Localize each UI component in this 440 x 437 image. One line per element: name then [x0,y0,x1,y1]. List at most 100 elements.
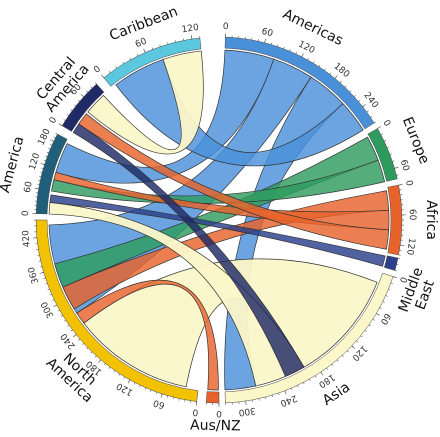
minor-tick [372,319,375,321]
minor-tick [63,119,66,121]
minor-tick [40,266,43,268]
region-arc-europe [367,128,398,182]
tick-label: 60 [134,36,149,50]
tick-label: 60 [398,159,411,173]
minor-tick [341,355,344,358]
minor-tick [394,167,397,169]
minor-tick [284,390,286,393]
minor-tick [360,335,363,338]
tick-label: 120 [404,237,416,256]
minor-tick [102,76,105,78]
tick-label: 60 [407,209,417,221]
minor-tick [90,351,93,354]
minor-tick [389,153,392,155]
minor-tick [45,155,48,158]
minor-tick [374,121,377,124]
minor-tick [45,283,48,285]
minor-tick [78,338,81,341]
minor-tick [90,86,93,89]
minor-tick [344,85,347,88]
minor-tick [370,116,373,118]
minor-tick [318,64,321,67]
tick-label: 300 [238,405,257,417]
tick-label: 0 [397,275,408,284]
tick-label: 240 [361,91,380,111]
minor-tick [123,376,126,379]
minor-tick [159,44,161,47]
minor-tick [60,314,63,317]
minor-tick [368,324,371,327]
minor-tick [358,100,361,102]
ribbon-asia-to-north-america [83,258,378,388]
minor-tick [379,307,382,309]
minor-tick [43,159,46,162]
minor-tick [303,382,305,385]
minor-tick [390,282,393,284]
region-arc-americas [224,36,375,130]
minor-tick [108,366,111,369]
minor-tick [60,124,63,127]
minor-tick [82,95,84,97]
ribbon-central-america-to-asia [72,123,305,377]
minor-tick [144,50,146,53]
tick-label: 0 [92,64,103,76]
minor-tick [392,160,395,162]
tick-label: 120 [296,40,316,57]
minor-tick [382,301,385,303]
region-label-line: Aus/NZ [190,418,241,435]
minor-tick [108,71,111,73]
minor-tick [265,396,267,399]
minor-tick [94,82,97,85]
minor-tick [74,104,77,107]
minor-tick [52,299,55,301]
tick-label: 120 [181,23,200,35]
region-label-aus-nz: Aus/NZ [190,418,241,435]
ribbon-aus-nz-to-north-america [76,279,219,391]
minor-tick [324,68,326,71]
ribbon-caribbean-to-central-america [87,50,204,155]
region-ticks: 0 601201802400600601200601201802403000060… [21,22,417,418]
minor-tick [139,385,141,388]
minor-tick [167,395,169,398]
minor-tick [307,57,309,61]
region-arc-aus-nz [205,391,220,404]
region-arc-caribbean [103,37,202,87]
tick-label: 0 [380,119,392,129]
tick-label: 60 [260,27,274,40]
minor-tick [113,370,116,373]
minor-tick [53,136,56,139]
minor-tick [290,388,293,391]
minor-tick [55,304,58,307]
minor-tick [47,288,50,290]
minor-tick [136,54,139,57]
minor-tick [326,367,328,370]
minor-tick [86,347,89,350]
minor-tick [133,382,136,385]
minor-tick [278,392,280,396]
region-arc-south-america [35,133,68,215]
minor-tick [334,76,337,79]
minor-tick [320,371,323,374]
ribbon-europe-to-south-america [51,159,386,204]
minor-tick [329,72,332,75]
minor-tick [99,359,102,362]
tick-label: 0 [21,210,31,216]
ribbon-americas-to-caribbean [115,59,364,167]
region-arc-middle-east [384,255,399,271]
minor-tick [270,42,272,45]
minor-tick [351,345,354,348]
minor-tick [50,144,53,146]
minor-tick [349,90,352,93]
minor-tick [115,66,118,69]
minor-tick [336,359,339,362]
minor-tick [74,334,77,336]
minor-tick [155,391,157,395]
region-label-line: Americas [280,6,345,49]
minor-tick [49,294,52,296]
minor-tick [67,324,70,327]
region-arcs [35,36,403,404]
minor-tick [161,393,163,396]
minor-tick [313,61,315,64]
minor-tick [377,127,380,129]
